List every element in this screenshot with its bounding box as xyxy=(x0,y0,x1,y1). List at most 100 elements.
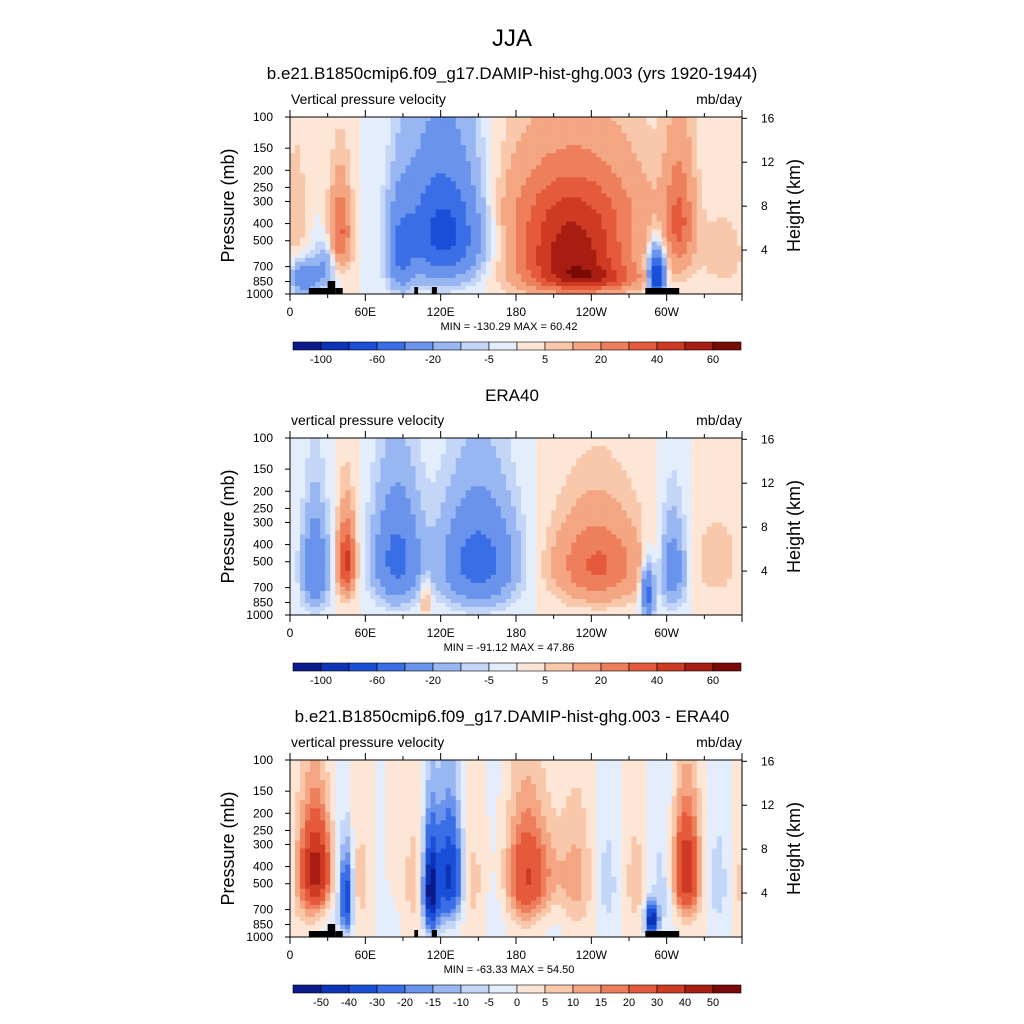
field-cell xyxy=(616,229,623,235)
field-cell xyxy=(671,193,678,199)
field-cell xyxy=(681,153,688,158)
field-cell xyxy=(661,442,668,447)
field-cell xyxy=(380,153,387,158)
field-cell xyxy=(706,229,713,235)
field-cell xyxy=(295,281,301,287)
field-cell xyxy=(435,205,442,211)
field-cell xyxy=(541,241,547,247)
field-cell xyxy=(576,438,582,443)
field-cell xyxy=(716,450,723,455)
units-label: mb/day xyxy=(696,412,742,428)
field-cell xyxy=(375,233,381,239)
field-cell xyxy=(325,181,331,186)
field-cell xyxy=(671,225,678,231)
field-cell xyxy=(470,209,477,215)
field-cell xyxy=(666,137,673,142)
field-cell xyxy=(350,181,356,186)
field-cell xyxy=(425,257,432,263)
field-cell xyxy=(435,454,442,459)
field-cell xyxy=(666,462,673,467)
field-cell xyxy=(576,261,582,267)
field-cell xyxy=(596,241,602,247)
field-cell xyxy=(731,161,738,166)
field-cell xyxy=(400,133,407,138)
field-cell xyxy=(340,161,346,166)
field-cell xyxy=(470,470,477,475)
field-cell xyxy=(505,454,512,459)
field-cell xyxy=(315,277,321,283)
field-cell xyxy=(495,470,502,475)
field-cell xyxy=(400,129,407,134)
field-cell xyxy=(365,438,371,443)
field-cell xyxy=(606,133,613,138)
field-cell xyxy=(631,201,638,207)
field-cell xyxy=(300,141,306,146)
height-tick-label: 4 xyxy=(761,243,768,257)
field-cell xyxy=(370,137,376,142)
field-cell xyxy=(375,213,381,219)
field-cell xyxy=(666,454,673,459)
field-cell xyxy=(350,450,356,455)
field-cell xyxy=(711,157,718,162)
field-cell xyxy=(661,273,668,279)
field-cell xyxy=(631,241,638,247)
field-cell xyxy=(711,265,718,271)
field-cell xyxy=(475,285,482,291)
field-cell xyxy=(621,201,628,207)
field-cell xyxy=(470,257,477,263)
field-cell xyxy=(330,245,336,251)
field-cell xyxy=(325,197,331,203)
field-cell xyxy=(516,241,522,247)
field-cell xyxy=(736,177,743,182)
field-cell xyxy=(440,466,447,471)
field-cell xyxy=(666,185,673,191)
field-cell xyxy=(405,181,412,186)
field-cell xyxy=(631,438,638,443)
field-cell xyxy=(521,249,527,255)
field-cell xyxy=(721,133,728,138)
field-cell xyxy=(556,474,562,479)
field-cell xyxy=(355,478,361,483)
field-cell xyxy=(706,454,713,459)
field-cell xyxy=(395,277,402,283)
field-cell xyxy=(500,189,507,195)
field-cell xyxy=(480,462,487,467)
field-cell xyxy=(651,257,658,263)
field-cell xyxy=(726,446,733,451)
field-cell xyxy=(666,189,673,195)
field-cell xyxy=(475,253,482,259)
field-cell xyxy=(510,133,517,138)
field-cell xyxy=(350,125,356,130)
field-cell xyxy=(300,249,306,255)
field-cell xyxy=(305,229,311,235)
field-cell xyxy=(726,237,733,243)
field-cell xyxy=(726,197,733,203)
field-cell xyxy=(430,229,437,235)
field-cell xyxy=(475,129,482,134)
pressure-tick-label: 1000 xyxy=(246,287,273,301)
field-cell xyxy=(440,209,447,215)
field-cell xyxy=(420,217,427,223)
field-cell xyxy=(696,169,703,174)
field-cell xyxy=(586,462,592,467)
field-cell xyxy=(495,205,502,211)
field-cell xyxy=(370,141,376,146)
field-cell xyxy=(526,265,532,271)
field-cell xyxy=(686,133,693,138)
field-cell xyxy=(636,153,643,158)
field-cell xyxy=(546,265,552,271)
field-cell xyxy=(701,273,708,279)
field-cell xyxy=(616,237,623,243)
field-cell xyxy=(676,205,683,211)
field-cell xyxy=(666,145,673,150)
field-cell xyxy=(711,169,718,174)
field-cell xyxy=(686,165,693,170)
field-cell xyxy=(365,189,371,195)
field-cell xyxy=(681,261,688,267)
field-cell xyxy=(400,161,407,166)
field-cell xyxy=(510,205,517,211)
field-cell xyxy=(536,137,542,142)
field-cell xyxy=(576,229,582,235)
field-cell xyxy=(596,137,602,142)
field-cell xyxy=(375,442,381,447)
